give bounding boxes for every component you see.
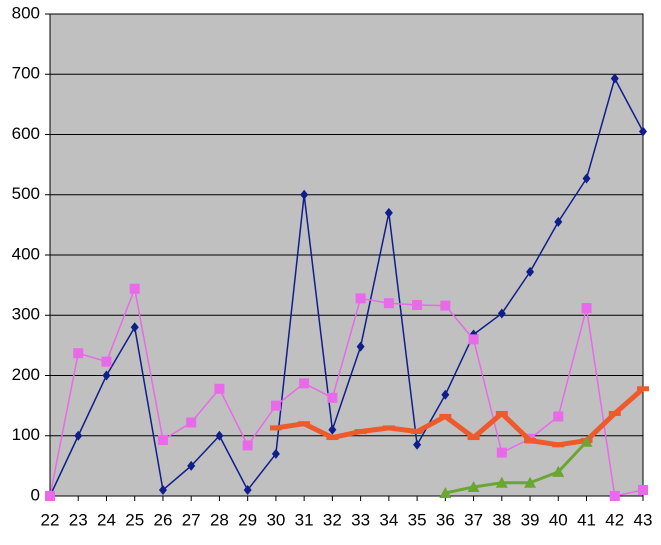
point-marker	[581, 303, 592, 314]
point-marker	[413, 439, 422, 450]
point-marker	[467, 435, 480, 441]
x-tick-label: 41	[577, 510, 596, 529]
x-tick-label: 42	[605, 510, 624, 529]
y-tick-label: 800	[12, 3, 40, 22]
point-marker	[356, 341, 365, 352]
x-tick-label: 35	[408, 510, 427, 529]
point-marker	[384, 207, 393, 218]
point-marker	[609, 491, 620, 501]
y-tick-label: 0	[31, 485, 40, 504]
point-marker	[215, 430, 224, 441]
series-line	[445, 440, 588, 495]
point-marker	[552, 465, 565, 477]
point-marker	[610, 73, 619, 84]
x-tick-label: 31	[295, 510, 314, 529]
point-marker	[326, 435, 339, 441]
point-marker	[270, 400, 281, 411]
point-marker	[243, 484, 252, 495]
x-tick-label: 36	[436, 510, 455, 529]
point-marker	[102, 370, 111, 381]
x-tick-label: 43	[634, 510, 653, 529]
x-tick-label: 23	[69, 510, 88, 529]
point-marker	[186, 417, 197, 428]
point-marker	[45, 491, 55, 501]
point-marker	[553, 411, 564, 422]
point-marker	[497, 308, 506, 319]
point-marker	[187, 460, 196, 471]
point-marker	[412, 300, 423, 311]
point-marker	[639, 126, 647, 137]
y-tick-label: 400	[12, 244, 40, 263]
point-marker	[242, 440, 253, 451]
point-marker	[496, 447, 507, 458]
point-marker	[101, 356, 112, 367]
point-marker	[269, 425, 282, 431]
point-marker	[552, 442, 565, 448]
x-tick-label: 25	[125, 510, 144, 529]
point-marker	[439, 486, 452, 498]
point-marker	[440, 300, 451, 311]
y-tick-label: 300	[12, 305, 40, 324]
point-marker	[214, 383, 225, 394]
point-marker	[298, 421, 311, 427]
point-marker	[524, 438, 537, 444]
x-tick-label: 26	[153, 510, 172, 529]
point-marker	[383, 298, 394, 309]
x-tick-label: 40	[549, 510, 568, 529]
x-tick-label: 39	[521, 510, 540, 529]
x-tick-label: 34	[379, 510, 398, 529]
x-tick-label: 22	[41, 510, 60, 529]
x-tick-label: 24	[97, 510, 116, 529]
point-marker	[495, 410, 508, 416]
point-marker	[382, 425, 395, 431]
point-marker	[526, 266, 535, 277]
point-marker	[524, 476, 537, 488]
y-tick-label: 100	[12, 425, 40, 444]
point-marker	[157, 434, 168, 445]
point-marker	[299, 378, 310, 389]
y-tick-label: 500	[12, 184, 40, 203]
x-tick-label: 33	[351, 510, 370, 529]
point-marker	[637, 386, 649, 392]
point-marker	[129, 283, 140, 294]
point-marker	[355, 293, 366, 304]
x-tick-label: 32	[323, 510, 342, 529]
point-marker	[328, 424, 337, 435]
point-marker	[130, 322, 139, 333]
point-marker	[300, 189, 309, 200]
point-marker	[554, 216, 563, 227]
point-marker	[441, 389, 450, 400]
point-marker	[580, 435, 593, 447]
point-marker	[439, 413, 452, 419]
point-marker	[495, 476, 508, 488]
point-marker	[638, 484, 648, 495]
point-marker	[411, 429, 424, 435]
point-marker	[468, 334, 479, 345]
point-marker	[158, 484, 167, 495]
x-tick-label: 28	[210, 510, 229, 529]
x-tick-label: 37	[464, 510, 483, 529]
x-tick-label: 27	[182, 510, 201, 529]
point-marker	[271, 448, 280, 459]
point-marker	[608, 410, 621, 416]
y-tick-label: 700	[12, 64, 40, 83]
x-tick-label: 38	[492, 510, 511, 529]
point-marker	[73, 348, 84, 359]
x-tick-label: 30	[266, 510, 285, 529]
x-tick-label: 29	[238, 510, 257, 529]
point-marker	[74, 430, 83, 441]
y-tick-label: 600	[12, 124, 40, 143]
point-marker	[467, 480, 480, 492]
point-marker	[327, 392, 338, 403]
y-tick-label: 200	[12, 365, 40, 384]
series-line	[49, 287, 644, 497]
point-marker	[354, 429, 367, 435]
point-marker	[582, 173, 591, 184]
series-line	[49, 77, 644, 497]
